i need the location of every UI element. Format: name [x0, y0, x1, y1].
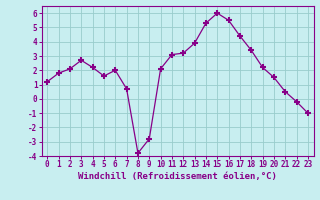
X-axis label: Windchill (Refroidissement éolien,°C): Windchill (Refroidissement éolien,°C) — [78, 172, 277, 181]
